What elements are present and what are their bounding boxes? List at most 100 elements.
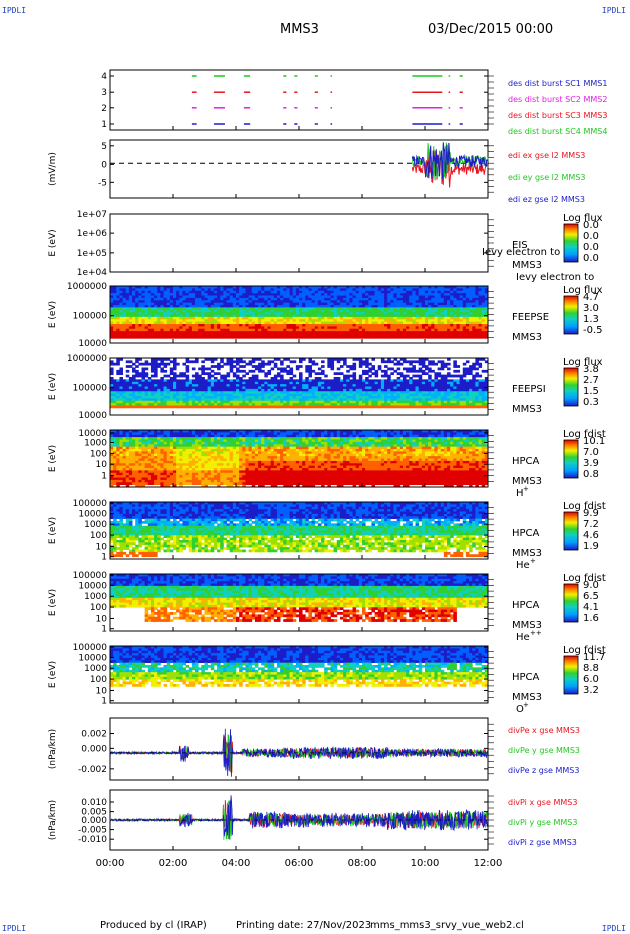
- spectrogram-cell: [229, 379, 234, 383]
- spectrogram-cell: [465, 295, 470, 299]
- spectrogram-cell: [185, 369, 190, 373]
- spectrogram-cell: [267, 391, 272, 395]
- spectrogram-cell: [276, 324, 281, 327]
- spectrogram-cell: [173, 286, 177, 289]
- spectrogram-cell: [198, 293, 202, 296]
- spectrogram-cell: [289, 398, 294, 402]
- spectrogram-cell: [459, 312, 464, 315]
- spectrogram-cell: [469, 312, 473, 315]
- spectrogram-cell: [447, 358, 451, 361]
- spectrogram-cell: [119, 472, 123, 476]
- spectrogram-cell: [135, 432, 139, 436]
- spectrogram-cell: [406, 307, 410, 311]
- spectrogram-cell: [396, 297, 401, 301]
- spectrogram-cell: [132, 328, 136, 332]
- spectrogram-cell: [346, 405, 350, 409]
- spectrogram-cell: [409, 319, 413, 323]
- spectrogram-cell: [333, 305, 338, 308]
- spectrogram-cell: [330, 297, 335, 301]
- spectrogram-cell: [393, 290, 398, 294]
- spectrogram-cell: [232, 365, 237, 368]
- spectrogram-cell: [314, 377, 319, 380]
- spectrogram-cell: [352, 335, 357, 339]
- spectrogram-cell: [157, 290, 161, 294]
- spectrogram-cell: [110, 465, 114, 469]
- spectrogram-cell: [431, 403, 435, 406]
- spectrogram-cell: [469, 321, 473, 325]
- spectrogram-cell: [179, 302, 183, 306]
- spectrogram-cell: [176, 331, 180, 334]
- spectrogram-cell: [311, 290, 316, 294]
- spectrogram-cell: [358, 314, 363, 318]
- spectrogram-cell: [308, 391, 312, 395]
- spectrogram-cell: [110, 468, 114, 471]
- spectrogram-cell: [113, 468, 117, 471]
- spectrogram-cell: [188, 396, 193, 399]
- spectrogram-cell: [434, 374, 438, 378]
- spectrogram-cell: [157, 331, 161, 334]
- spectrogram-cell: [447, 384, 451, 387]
- spectrogram-cell: [327, 321, 331, 325]
- spectrogram-cell: [324, 405, 328, 409]
- spectrogram-cell: [264, 384, 268, 387]
- spectrogram-cell: [128, 297, 133, 301]
- spectrogram-cell: [223, 297, 227, 301]
- spectrogram-cell: [176, 288, 180, 292]
- spectrogram-cell: [128, 444, 133, 448]
- spectrogram-cell: [229, 400, 234, 404]
- spectrogram-cell: [374, 321, 379, 325]
- spectrogram-cell: [207, 400, 212, 404]
- spectrogram-cell: [481, 295, 486, 299]
- spectrogram-cell: [324, 403, 328, 406]
- spectrogram-cell: [324, 398, 328, 402]
- spectrogram-cell: [144, 295, 149, 299]
- spectrogram-cell: [447, 326, 451, 330]
- spectrogram-cell: [283, 403, 287, 406]
- spectrogram-cell: [324, 316, 328, 320]
- spectrogram-cell: [324, 290, 328, 294]
- spectrogram-cell: [191, 297, 196, 301]
- spectrogram-cell: [421, 302, 426, 306]
- spectrogram-cell: [478, 326, 483, 330]
- spectrogram-cell: [336, 396, 341, 399]
- spectrogram-cell: [371, 398, 375, 402]
- spectrogram-cell: [267, 396, 272, 399]
- spectrogram-cell: [125, 326, 130, 330]
- spectrogram-cell: [472, 388, 476, 392]
- spectrogram-cell: [358, 324, 363, 327]
- spectrogram-cell: [425, 309, 429, 313]
- spectrogram-cell: [484, 369, 489, 373]
- spectrogram-cell: [122, 305, 127, 308]
- spectrogram-cell: [223, 293, 227, 296]
- spectrogram-cell: [302, 305, 306, 308]
- spectrogram-cell: [475, 396, 479, 399]
- spectrogram-cell: [409, 384, 413, 387]
- spectrogram-cell: [154, 358, 158, 361]
- spectrogram-cell: [217, 388, 221, 392]
- spectrogram-cell: [236, 316, 240, 320]
- spectrogram-cell: [188, 326, 193, 330]
- spectrogram-cell: [254, 403, 259, 406]
- spectrogram-cell: [380, 386, 385, 390]
- spectrogram-cell: [339, 358, 344, 361]
- spectrogram-cell: [270, 305, 275, 308]
- spectrogram-cell: [188, 403, 193, 406]
- spectrogram-cell: [374, 393, 379, 397]
- spectrogram-cell: [132, 321, 136, 325]
- spectrogram-cell: [179, 297, 183, 301]
- spectrogram-cell: [406, 405, 410, 409]
- spectrogram-cell: [352, 309, 357, 313]
- spectrogram-cell: [160, 335, 164, 339]
- spectrogram-cell: [267, 372, 272, 376]
- legend-entry: edi ez gse l2 MMS3: [508, 195, 585, 204]
- spectrogram-cell: [220, 381, 224, 385]
- spectrogram-cell: [399, 379, 404, 383]
- spectrogram-cell: [478, 379, 483, 383]
- spectrogram-cell: [273, 312, 278, 315]
- spectrogram-cell: [431, 386, 435, 390]
- spectrogram-cell: [368, 396, 372, 399]
- spectrogram-cell: [110, 379, 114, 383]
- spectrogram-cell: [254, 286, 259, 289]
- spectrogram-cell: [305, 391, 309, 395]
- spectrogram-cell: [141, 398, 146, 402]
